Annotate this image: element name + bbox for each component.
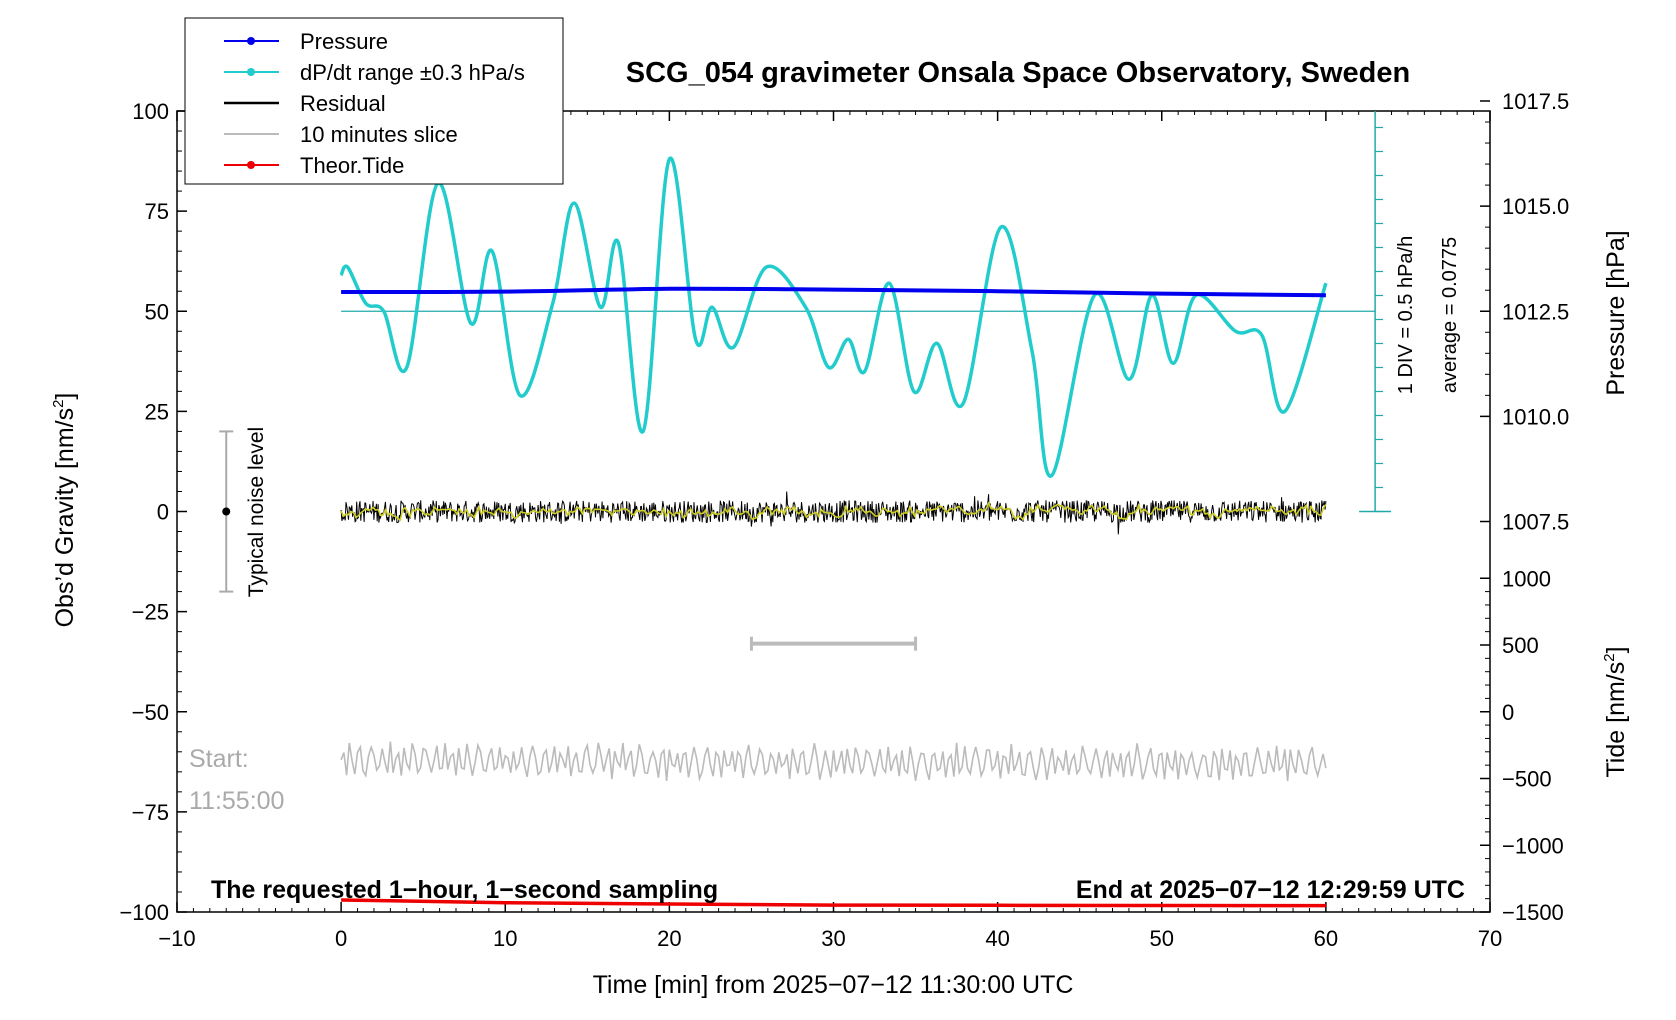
tide-tick-label: 500 bbox=[1502, 633, 1539, 658]
legend-label: Pressure bbox=[300, 29, 388, 54]
x-tick-label: −10 bbox=[158, 926, 195, 951]
y-axis-left: 100 75 50 25 0 −25 −50 −75 −100 bbox=[119, 99, 187, 925]
start-label: Start: bbox=[189, 745, 249, 773]
series-layer bbox=[339, 156, 1376, 908]
noise-bar-label: Typical noise level bbox=[245, 427, 268, 597]
y-tick-label: 0 bbox=[157, 500, 169, 525]
legend-label: Theor.Tide bbox=[300, 153, 404, 178]
legend-marker bbox=[247, 37, 255, 45]
y-axis-pressure-label: Pressure [hPa] bbox=[1602, 230, 1630, 395]
chart-title: SCG_054 gravimeter Onsala Space Observat… bbox=[626, 57, 1410, 89]
y-axis-tide: 1000 500 0 −500 −1000 −1500 bbox=[1480, 566, 1564, 925]
pressure-scale bbox=[1359, 111, 1392, 513]
tide-tick-label: 0 bbox=[1502, 700, 1514, 725]
x-tick-label: 70 bbox=[1478, 926, 1502, 951]
slice-window-marker bbox=[749, 636, 918, 651]
y-axis-tide-label: Tide [nm/s2] bbox=[1601, 646, 1630, 777]
x-tick-label: 10 bbox=[493, 926, 517, 951]
slice-series-line bbox=[340, 741, 1327, 782]
tide-tick-label: −1000 bbox=[1502, 833, 1564, 858]
x-axis: −10 0 10 20 30 40 50 60 70 bbox=[158, 111, 1502, 951]
pressure-tick-label: 1017.5 bbox=[1502, 89, 1569, 114]
dpdt-series-line bbox=[339, 156, 1328, 478]
pressure-average-label: average = 0.0775 bbox=[1439, 237, 1461, 393]
legend-marker bbox=[247, 68, 255, 76]
pressure-scale-label: 1 DIV = 0.5 hPa/h bbox=[1395, 236, 1417, 394]
legend-label: 10 minutes slice bbox=[300, 122, 458, 147]
y-axis-left-label: Obs’d Gravity [nm/s2] bbox=[50, 393, 79, 628]
tide-tick-label: 1000 bbox=[1502, 566, 1551, 591]
y-tick-label: 50 bbox=[145, 299, 169, 324]
y-tick-label: −100 bbox=[119, 900, 169, 925]
pressure-series-line bbox=[341, 286, 1326, 298]
pressure-tick-label: 1010.0 bbox=[1502, 404, 1569, 429]
pressure-tick-label: 1015.0 bbox=[1502, 194, 1569, 219]
residual-smoothed-line bbox=[340, 501, 1327, 522]
residual-series-line bbox=[340, 491, 1327, 535]
x-tick-label: 0 bbox=[335, 926, 347, 951]
y-tick-label: −25 bbox=[132, 600, 169, 625]
requested-label: The requested 1−hour, 1−second sampling bbox=[211, 876, 718, 904]
x-tick-label: 40 bbox=[985, 926, 1009, 951]
y-axis-pressure: 1017.5 1015.0 1012.5 1010.0 1007.5 bbox=[1480, 89, 1569, 535]
legend-label: dP/dt range ±0.3 hPa/s bbox=[300, 60, 525, 85]
end-label: End at 2025−07−12 12:29:59 UTC bbox=[1076, 876, 1465, 904]
pressure-tick-label: 1007.5 bbox=[1502, 510, 1569, 535]
x-tick-label: 60 bbox=[1314, 926, 1338, 951]
tide-tick-label: −500 bbox=[1502, 767, 1552, 792]
x-axis-label: Time [min] from 2025−07−12 11:30:00 UTC bbox=[593, 971, 1074, 999]
tide-tick-label: −1500 bbox=[1502, 900, 1564, 925]
start-time: 11:55:00 bbox=[189, 787, 284, 815]
legend-marker bbox=[247, 161, 255, 169]
y-tick-label: −75 bbox=[132, 800, 169, 825]
noise-bar-center bbox=[222, 507, 231, 516]
y-tick-label: 25 bbox=[145, 399, 169, 424]
y-tick-label: 75 bbox=[145, 199, 169, 224]
legend: Pressure dP/dt range ±0.3 hPa/s Residual 10… bbox=[184, 17, 564, 185]
tide-series-line bbox=[341, 898, 1326, 908]
legend-box bbox=[184, 17, 564, 185]
y-tick-label: −50 bbox=[132, 700, 169, 725]
x-tick-label: 20 bbox=[657, 926, 681, 951]
noise-bar bbox=[219, 430, 234, 593]
x-tick-label: 30 bbox=[821, 926, 845, 951]
pressure-tick-label: 1012.5 bbox=[1502, 299, 1569, 324]
x-tick-label: 50 bbox=[1150, 926, 1174, 951]
legend-label: Residual bbox=[300, 91, 386, 116]
y-tick-label: 100 bbox=[132, 99, 169, 124]
